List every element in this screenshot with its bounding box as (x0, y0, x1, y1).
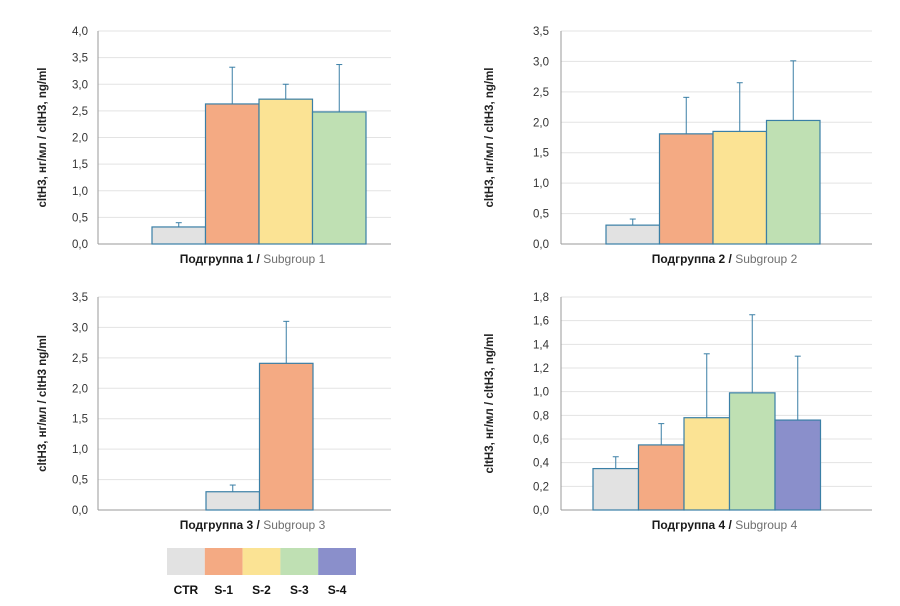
x-title-ru: Подгруппа 3 (180, 518, 257, 532)
y-axis-label: cltH3, нг/мл / cltH3, ng/ml (484, 67, 496, 207)
x-title-sep: / (257, 252, 264, 266)
y-tick-label: 0,0 (72, 505, 88, 517)
y-tick-label: 0,4 (533, 458, 550, 470)
y-tick-label: 0,0 (72, 239, 88, 251)
bar-s-4 (774, 419, 822, 511)
legend-label-s-2: S-2 (252, 583, 271, 597)
bar-s-3 (728, 392, 776, 511)
y-tick-label: 1,6 (533, 316, 549, 328)
bar-ctr (151, 226, 207, 245)
y-tick-label: 1,4 (533, 339, 550, 351)
x-title-sep: / (729, 252, 736, 266)
y-tick-label: 1,0 (533, 387, 549, 399)
y-tick-label: 0,6 (533, 434, 549, 446)
y-tick-label: 3,0 (72, 79, 88, 91)
bar-s-2 (258, 98, 314, 245)
legend-swatch-ctr (167, 548, 205, 575)
legend-swatch-s-4 (318, 548, 356, 575)
x-title-sep: / (257, 518, 264, 532)
y-tick-label: 1,0 (72, 444, 88, 456)
x-title-ru: Подгруппа 1 (180, 252, 257, 266)
bar-s-3 (765, 119, 821, 245)
y-tick-label: 2,5 (533, 87, 549, 99)
y-tick-label: 1,0 (72, 186, 88, 198)
y-tick-label: 0,5 (72, 475, 88, 487)
y-tick-label: 0,8 (533, 410, 549, 422)
bar-ctr (205, 491, 261, 511)
chart-panel-subgroup-3: 0,0 0,5 1,0 1,5 2,0 2,5 3,0 3,5 cltH3, нг/мл / c… (37, 292, 391, 532)
legend-label-s-4: S-4 (328, 583, 347, 597)
x-title-sep: / (729, 518, 736, 532)
y-tick-label: 3,5 (533, 26, 549, 38)
y-tick-label: 3,0 (72, 322, 88, 334)
x-title-ru: Подгруппа 4 (652, 518, 729, 532)
x-title-ru: Подгруппа 2 (652, 252, 729, 266)
legend-swatch-s-3 (280, 548, 319, 575)
x-title-en: Subgroup 3 (263, 518, 325, 532)
y-tick-label: 1,5 (72, 414, 88, 426)
chart-panel-subgroup-2: 0,0 0,5 1,0 1,5 2,0 2,5 3,0 3,5 cltH3, нг/мл / c… (484, 26, 872, 266)
legend-swatch-s-2 (242, 548, 281, 575)
x-axis-title: Подгруппа 1 / Subgroup 1 (180, 252, 326, 266)
y-tick-label: 3,0 (533, 56, 549, 68)
y-tick-label: 2,0 (72, 133, 88, 145)
y-tick-label: 1,0 (533, 178, 549, 190)
y-tick-label: 1,8 (533, 292, 549, 304)
legend-label-s-1: S-1 (214, 583, 233, 597)
y-tick-label: 2,5 (72, 106, 88, 118)
y-axis-label: cltH3, нг/мл / cltH3 ng/ml (37, 335, 49, 472)
legend-label-ctr: CTR (174, 583, 199, 597)
x-axis-title: Подгруппа 3 / Subgroup 3 (180, 518, 326, 532)
x-axis-title: Подгруппа 4 / Subgroup 4 (652, 518, 798, 532)
legend-label-s-3: S-3 (290, 583, 309, 597)
y-tick-label: 2,0 (533, 117, 549, 129)
bar-s-1 (658, 133, 714, 245)
y-tick-label: 3,5 (72, 292, 88, 304)
bar-s-1 (204, 103, 260, 245)
bar-s-2 (683, 417, 731, 511)
x-axis-title: Подгруппа 2 / Subgroup 2 (652, 252, 798, 266)
y-tick-label: 4,0 (72, 26, 88, 38)
y-tick-label: 2,0 (72, 383, 88, 395)
bar-s-1 (637, 444, 685, 511)
y-tick-label: 2,5 (72, 353, 88, 365)
y-tick-label: 0,2 (533, 481, 549, 493)
y-tick-label: 1,2 (533, 363, 549, 375)
chart-panel-subgroup-1: 0,0 0,5 1,0 1,5 2,0 2,5 3,0 3,5 4,0 cltH3, нг/мл … (37, 26, 391, 266)
y-tick-label: 0,0 (533, 505, 549, 517)
chart-panel-subgroup-4: 0,0 0,2 0,4 0,6 0,8 1,0 1,2 1,4 1,6 1,8 cltH3, нг/… (484, 292, 872, 532)
y-tick-label: 1,5 (533, 148, 549, 160)
bar-s-1 (258, 362, 314, 511)
y-tick-label: 0,5 (72, 212, 88, 224)
chart-legend: CTR S-1 S-2 S-3 S-4 (167, 548, 356, 597)
x-title-en: Subgroup 4 (735, 518, 797, 532)
y-tick-label: 0,5 (533, 209, 549, 221)
x-title-en: Subgroup 2 (735, 252, 797, 266)
bar-ctr (592, 467, 640, 511)
bar-s-3 (311, 111, 367, 245)
bar-ctr (605, 224, 661, 245)
y-axis-label: cltH3, нг/мл / cltH3, ng/ml (37, 67, 49, 207)
y-axis-label: cltH3, нг/мл / cltH3, ng/ml (484, 333, 496, 473)
legend-swatch-s-1 (204, 548, 243, 575)
y-tick-label: 3,5 (72, 53, 88, 65)
y-tick-label: 1,5 (72, 159, 88, 171)
bar-s-2 (712, 130, 768, 245)
x-title-en: Subgroup 1 (263, 252, 325, 266)
y-tick-label: 0,0 (533, 239, 549, 251)
